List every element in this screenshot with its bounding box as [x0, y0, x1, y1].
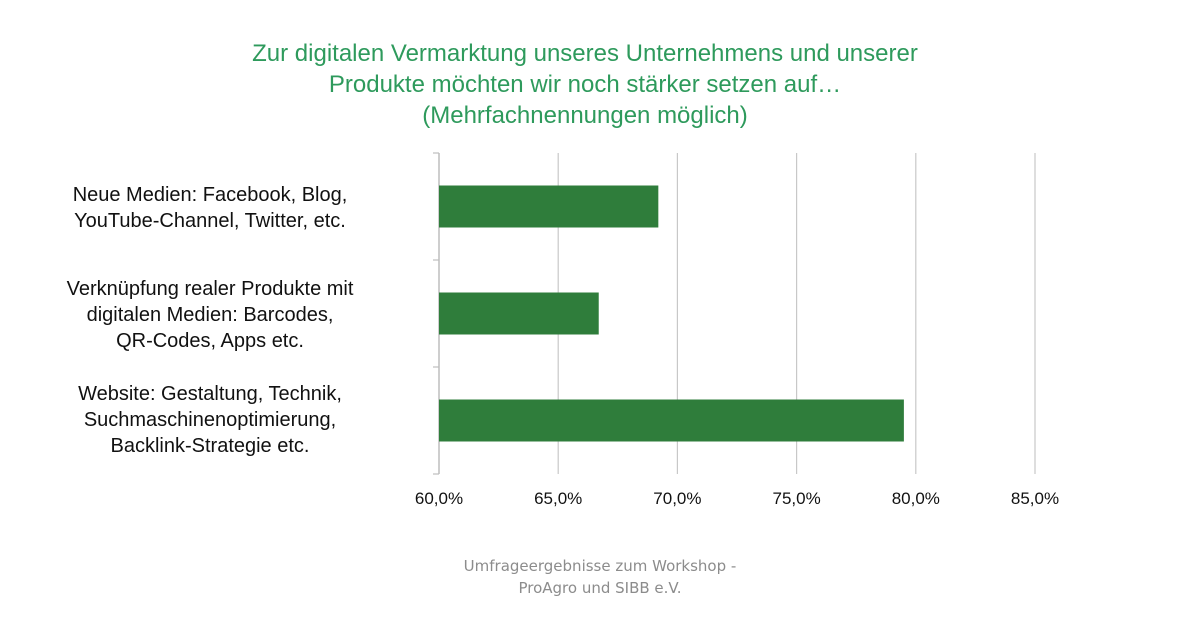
- category-label-website: Website: Gestaltung, Technik, Suchmaschi…: [0, 381, 420, 459]
- footer-line-1: Umfrageergebnisse zum Workshop -: [463, 557, 737, 575]
- x-tick-label: 85,0%: [1011, 489, 1059, 508]
- chart-title-line-1: Zur digitalen Vermarktung unseres Untern…: [252, 40, 918, 67]
- chart-title: Zur digitalen Vermarktung unseres Untern…: [0, 38, 1170, 131]
- category-label-line: Website: Gestaltung, Technik,: [78, 383, 342, 405]
- category-label-line: YouTube-Channel, Twitter, etc.: [74, 210, 346, 232]
- footer-line-2: ProAgro und SIBB e.V.: [518, 579, 682, 597]
- x-tick-label: 80,0%: [892, 489, 940, 508]
- category-label-line: digitalen Medien: Barcodes,: [86, 304, 334, 326]
- category-label-product-linking: Verknüpfung realer Produkte mit digitale…: [0, 276, 420, 354]
- category-label-line: Suchmaschinenoptimierung,: [83, 409, 337, 431]
- bar: [439, 185, 659, 228]
- chart-title-line-3: (Mehrfachnennungen möglich): [422, 102, 748, 129]
- x-tick-label: 60,0%: [415, 489, 463, 508]
- chart-title-line-2: Produkte möchten wir noch stärker setzen…: [328, 71, 842, 98]
- category-label-line: Verknüpfung realer Produkte mit: [66, 278, 354, 300]
- footer-source: Umfrageergebnisse zum Workshop - ProAgro…: [400, 555, 800, 599]
- x-tick-label: 70,0%: [653, 489, 701, 508]
- x-tick-label: 65,0%: [534, 489, 582, 508]
- bar: [439, 399, 904, 442]
- category-label-new-media: Neue Medien: Facebook, Blog, YouTube-Cha…: [0, 182, 420, 234]
- bar: [439, 292, 599, 335]
- x-tick-label: 75,0%: [772, 489, 820, 508]
- category-label-line: QR-Codes, Apps etc.: [116, 330, 304, 352]
- category-label-line: Backlink-Strategie etc.: [110, 435, 310, 457]
- category-label-line: Neue Medien: Facebook, Blog,: [72, 184, 348, 206]
